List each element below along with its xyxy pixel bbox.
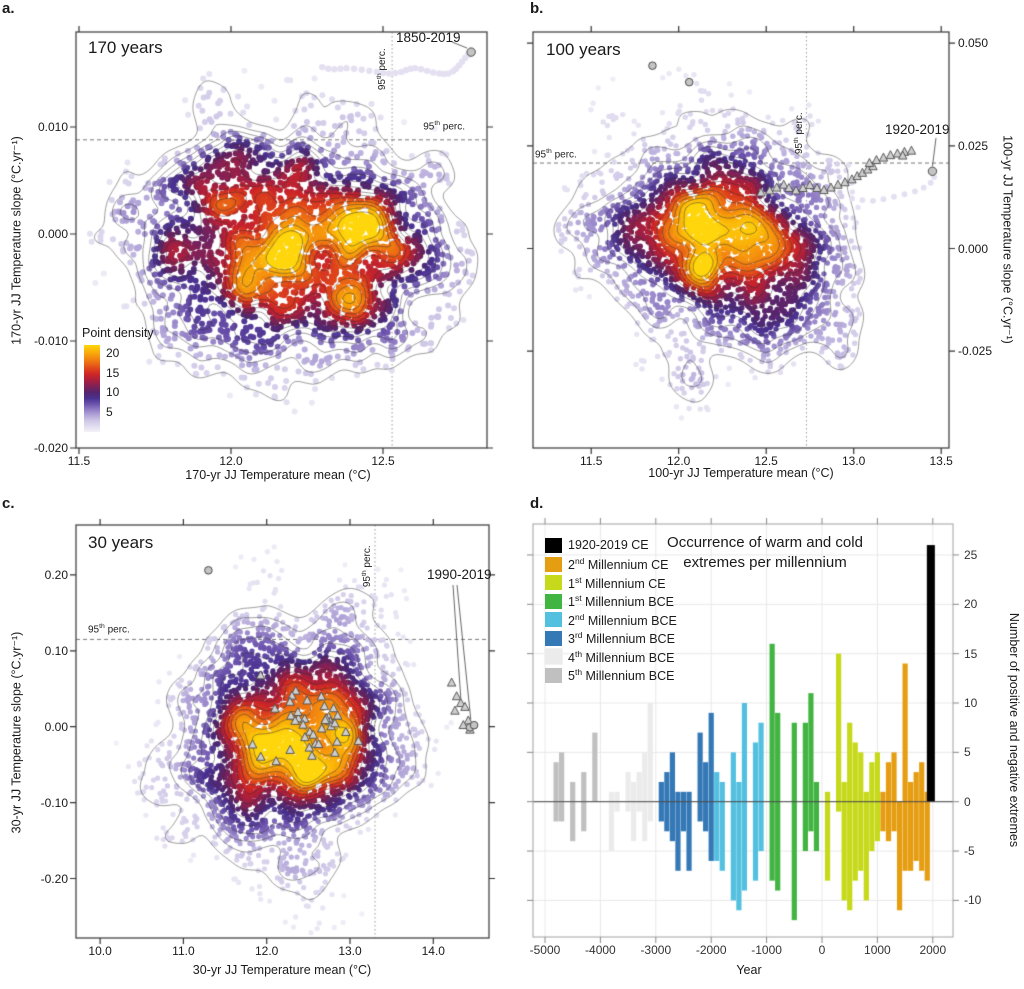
y-tick-label: -5 — [964, 844, 975, 859]
legend-swatch — [545, 667, 562, 683]
panel-a-canvas — [0, 0, 512, 489]
panel-c-annotation: 1990-2019 — [427, 567, 492, 582]
legend-swatch — [545, 556, 562, 572]
percentile-95-h-label: 95th perc. — [535, 148, 577, 161]
panel-d-ylabel: Number of positive and negative extremes — [1007, 612, 1021, 848]
legend-swatch — [545, 593, 562, 609]
y-tick-label: 0.000 — [958, 241, 989, 256]
colorbar-tick-label: 15 — [106, 365, 120, 380]
panel-b: b. 100 years 1920-2019 100-yr JJ Tempera… — [512, 0, 1024, 489]
colorbar-gradient — [84, 345, 100, 432]
y-tick-label: 20 — [964, 597, 978, 612]
y-tick-label: -0.025 — [958, 344, 993, 359]
colorbar-tick-label: 10 — [106, 385, 120, 400]
y-tick-label: -10 — [964, 893, 982, 908]
x-tick-label: 13.0 — [338, 944, 362, 958]
panel-a-window-label: 170 years — [88, 38, 163, 57]
y-tick-label: -0.020 — [33, 441, 68, 455]
y-tick-label: 0.025 — [958, 138, 989, 153]
x-tick-label: -5000 — [529, 943, 561, 957]
panel-b-xlabel: 100-yr JJ Temperature mean (°C) — [648, 466, 834, 480]
panel-c-xlabel: 30-yr JJ Temperature mean (°C) — [192, 963, 372, 977]
x-tick-label: 0 — [818, 943, 826, 957]
x-tick-label: 11.5 — [579, 454, 603, 468]
panel-d-title: Occurrence of warm and cold extremes per… — [667, 534, 863, 571]
panel-letter-c: c. — [2, 495, 15, 512]
x-tick-label: 11.0 — [172, 944, 195, 958]
y-tick-label: 10 — [964, 696, 978, 710]
percentile-95-h-label: 95th perc. — [88, 623, 130, 636]
y-tick-label: 0.050 — [958, 36, 989, 51]
y-tick-label: 0.00 — [44, 719, 68, 734]
x-tick-label: -1000 — [751, 943, 782, 957]
colorbar-title: Point density — [82, 326, 154, 340]
x-tick-label: 12.5 — [754, 454, 778, 468]
legend-label: 2nd Millennium CE — [568, 556, 669, 573]
y-tick-label: 0.10 — [44, 643, 68, 658]
legend-swatch — [545, 538, 562, 553]
legend-label: 4th Millennium BCE — [568, 648, 675, 665]
x-tick-label: 1000 — [864, 943, 891, 957]
panel-letter-d: d. — [530, 495, 544, 512]
legend-label: 2nd Millennium BCE — [568, 611, 677, 628]
x-tick-label: 10.0 — [88, 944, 112, 958]
panel-d-canvas — [512, 489, 1024, 989]
y-tick-label: -0.10 — [40, 795, 68, 810]
y-tick-label: -0.20 — [40, 871, 68, 886]
panel-d: d. Occurrence of warm and cold extremes … — [512, 489, 1024, 989]
percentile-95-h-label: 95th perc. — [423, 120, 465, 133]
legend-swatch — [545, 630, 562, 646]
percentile-95-v-label: 95th perc. — [360, 545, 374, 588]
x-tick-label: 12.0 — [667, 454, 691, 468]
panel-a-xlabel: 170-yr JJ Temperature mean (°C) — [185, 468, 371, 482]
x-tick-label: 13.5 — [929, 454, 953, 468]
panel-a: a. 170 years 1850-2019 170-yr JJ Tempera… — [0, 0, 512, 489]
x-tick-label: 2000 — [919, 943, 947, 957]
legend-label: 1920-2019 CE — [568, 537, 649, 552]
panel-letter-a: a. — [2, 0, 15, 17]
colorbar-tick-label: 5 — [106, 405, 113, 420]
percentile-95-v-label: 95th perc. — [792, 112, 806, 155]
panel-c: c. 30 years 1990-2019 30-yr JJ Temperatu… — [0, 489, 512, 989]
x-tick-label: 13.0 — [842, 454, 866, 468]
x-tick-label: -3000 — [640, 943, 672, 957]
panel-b-window-label: 100 years — [546, 40, 621, 59]
legend-swatch — [545, 612, 562, 627]
y-tick-label: 0.20 — [44, 567, 68, 582]
x-tick-label: 11.5 — [67, 454, 91, 468]
panel-c-canvas — [0, 489, 512, 989]
panel-a-annotation: 1850-2019 — [396, 30, 461, 45]
legend-label: 1st Millennium BCE — [568, 593, 674, 610]
legend-swatch — [545, 575, 562, 590]
x-tick-label: -4000 — [585, 943, 616, 957]
x-tick-label: 12.0 — [255, 944, 279, 958]
panel-b-canvas — [512, 0, 1024, 489]
panel-d-xlabel: Year — [736, 963, 762, 977]
panel-b-annotation: 1920-2019 — [885, 122, 950, 137]
legend-label: 3rd Millennium BCE — [568, 630, 675, 647]
y-tick-label: 15 — [964, 646, 978, 661]
y-tick-label: -0.010 — [33, 334, 68, 348]
colorbar-tick-label: 20 — [106, 345, 120, 360]
x-tick-label: 12.0 — [219, 454, 243, 468]
legend-label: 1st Millennium CE — [568, 574, 666, 591]
y-tick-label: 0 — [964, 794, 971, 809]
y-tick-label: 25 — [964, 547, 978, 562]
x-tick-label: -2000 — [695, 943, 727, 957]
y-tick-label: 0.010 — [37, 120, 68, 134]
legend-swatch — [544, 648, 563, 665]
y-tick-label: 5 — [964, 745, 971, 760]
panel-c-window-label: 30 years — [88, 533, 154, 552]
x-tick-label: 12.5 — [371, 454, 395, 468]
percentile-95-v-label: 95th perc. — [375, 48, 389, 91]
x-tick-label: 14.0 — [421, 944, 445, 958]
legend-label: 5th Millennium BCE — [568, 667, 675, 684]
panel-letter-b: b. — [530, 0, 544, 17]
y-tick-label: 0.000 — [37, 227, 68, 241]
